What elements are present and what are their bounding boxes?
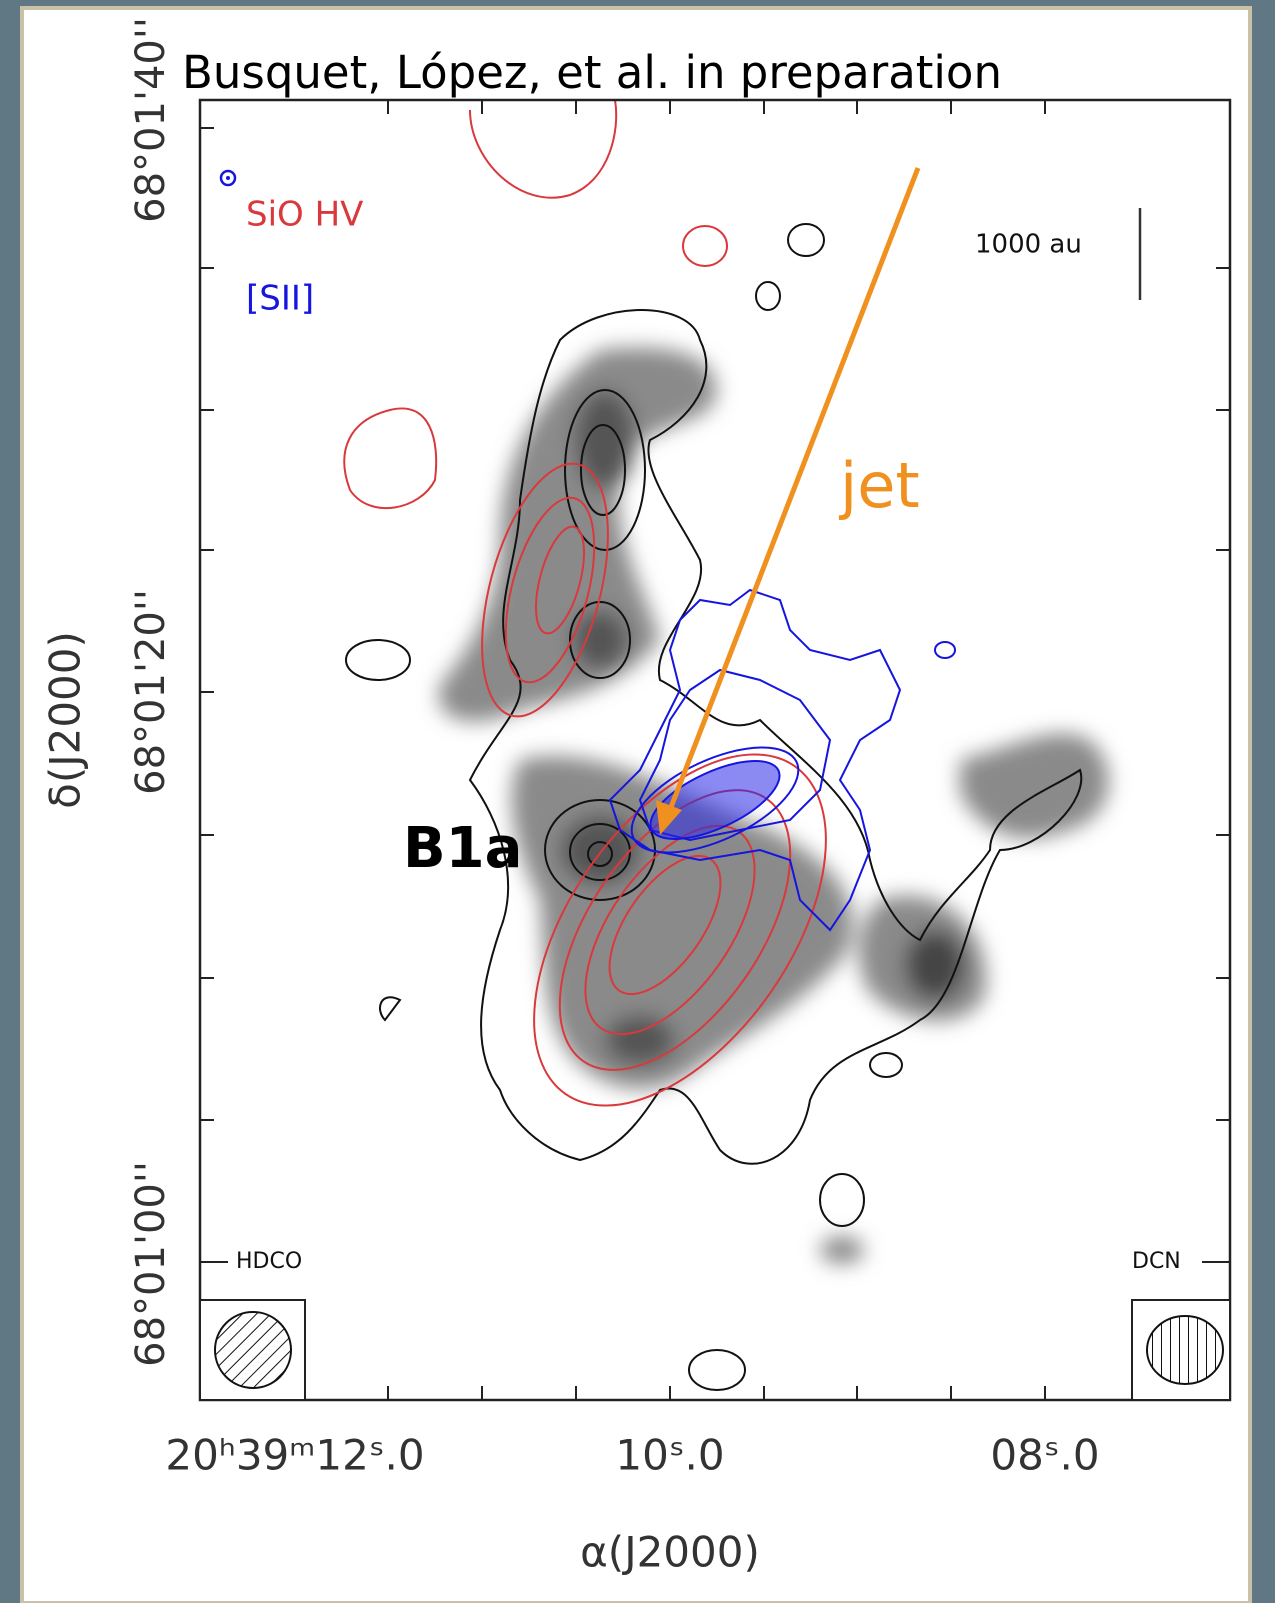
x-axis-label: α(J2000): [580, 1528, 760, 1577]
beam: [215, 1312, 291, 1388]
y-tick-label: 68°01'20'': [128, 589, 174, 795]
beam: [1147, 1316, 1223, 1384]
jet-label: jet: [838, 449, 920, 522]
y-tick-label: 68°01'40'': [128, 17, 174, 223]
scale-bar-label: 1000 au: [975, 230, 1082, 260]
x-tick-label: 10ˢ.0: [615, 1431, 724, 1480]
legend-sii: [SII]: [246, 279, 314, 319]
x-tick-label: 20ʰ39ᵐ12ˢ.0: [165, 1431, 424, 1480]
beam-marker: [226, 176, 230, 180]
y-axis-label: δ(J2000): [41, 631, 90, 809]
gray-blob: [820, 1236, 864, 1264]
source-label: B1a: [403, 816, 522, 881]
panel-label: DCN: [1132, 1249, 1181, 1274]
y-tick-label: 68°01'00'': [128, 1161, 174, 1367]
credit-title: Busquet, López, et al. in preparation: [182, 46, 1002, 99]
gray-core: [560, 815, 640, 885]
page: html, body { margin: 0; padding: 0; widt…: [0, 0, 1275, 1603]
legend-sio: SiO HV: [246, 195, 363, 235]
body: {"header": {"title": "Busquet, López, et…: [0, 0, 1275, 1603]
gray-core: [575, 390, 635, 490]
gray-core: [605, 1015, 675, 1065]
slide: Busquet, López, et al. in preparation: [0, 0, 1275, 1603]
x-tick-label: 08ˢ.0: [990, 1431, 1099, 1480]
panel-label: HDCO: [236, 1249, 302, 1274]
